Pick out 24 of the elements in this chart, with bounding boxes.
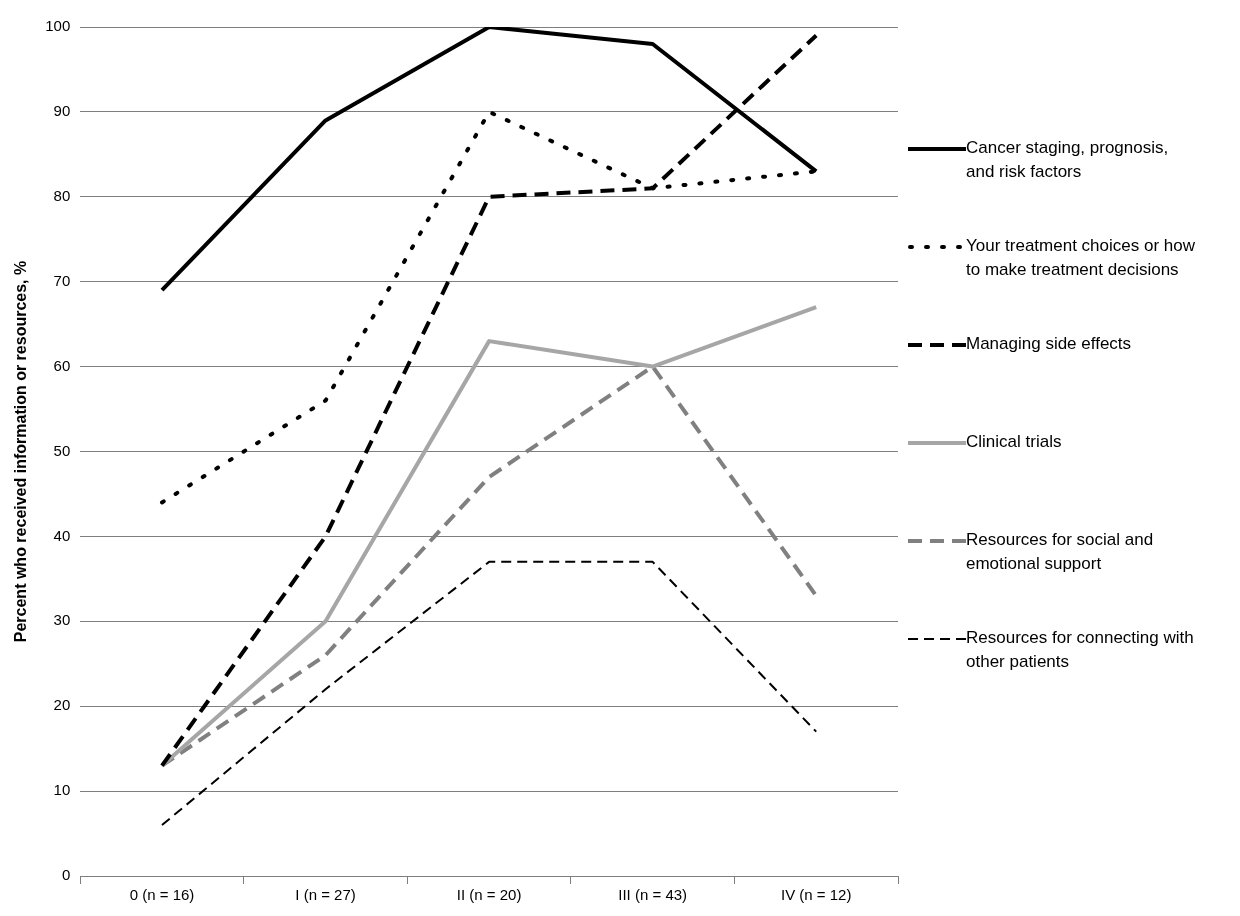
legend-label: Cancer staging, prognosis, and risk factors	[966, 137, 1170, 183]
x-tick-label: 0 (n = 16)	[129, 886, 195, 904]
y-tick-label: 50	[53, 441, 71, 459]
legend-label: Resources for social and emotional support	[966, 529, 1155, 575]
y-tick-label: 60	[53, 356, 71, 374]
x-tick-label: III (n = 43)	[618, 886, 688, 904]
legend-label: Managing side effects	[966, 333, 1133, 355]
line-series	[161, 560, 818, 827]
y-tick-label: 20	[53, 696, 71, 714]
legend-label: Resources for connecting with other patients	[966, 627, 1195, 673]
legend-label: Your treatment choices or how to make treatment decisions	[966, 235, 1196, 281]
y-tick-label: 10	[53, 781, 71, 799]
x-tick-label: IV (n = 12)	[781, 886, 852, 904]
x-tick-label: II (n = 20)	[456, 886, 522, 904]
y-tick-label: 0	[61, 866, 71, 884]
y-tick-label: 40	[53, 526, 71, 544]
y-tick-label: 100	[45, 17, 71, 35]
x-tick-label: I (n = 27)	[295, 886, 356, 904]
y-tick-label: 30	[53, 611, 71, 629]
legend-label: Clinical trials	[966, 431, 1063, 453]
y-tick-label: 70	[53, 271, 71, 289]
y-tick-label: 80	[53, 186, 71, 204]
y-axis-title: Percent who received information or resources, %	[12, 260, 30, 643]
y-tick-label: 90	[53, 102, 71, 120]
